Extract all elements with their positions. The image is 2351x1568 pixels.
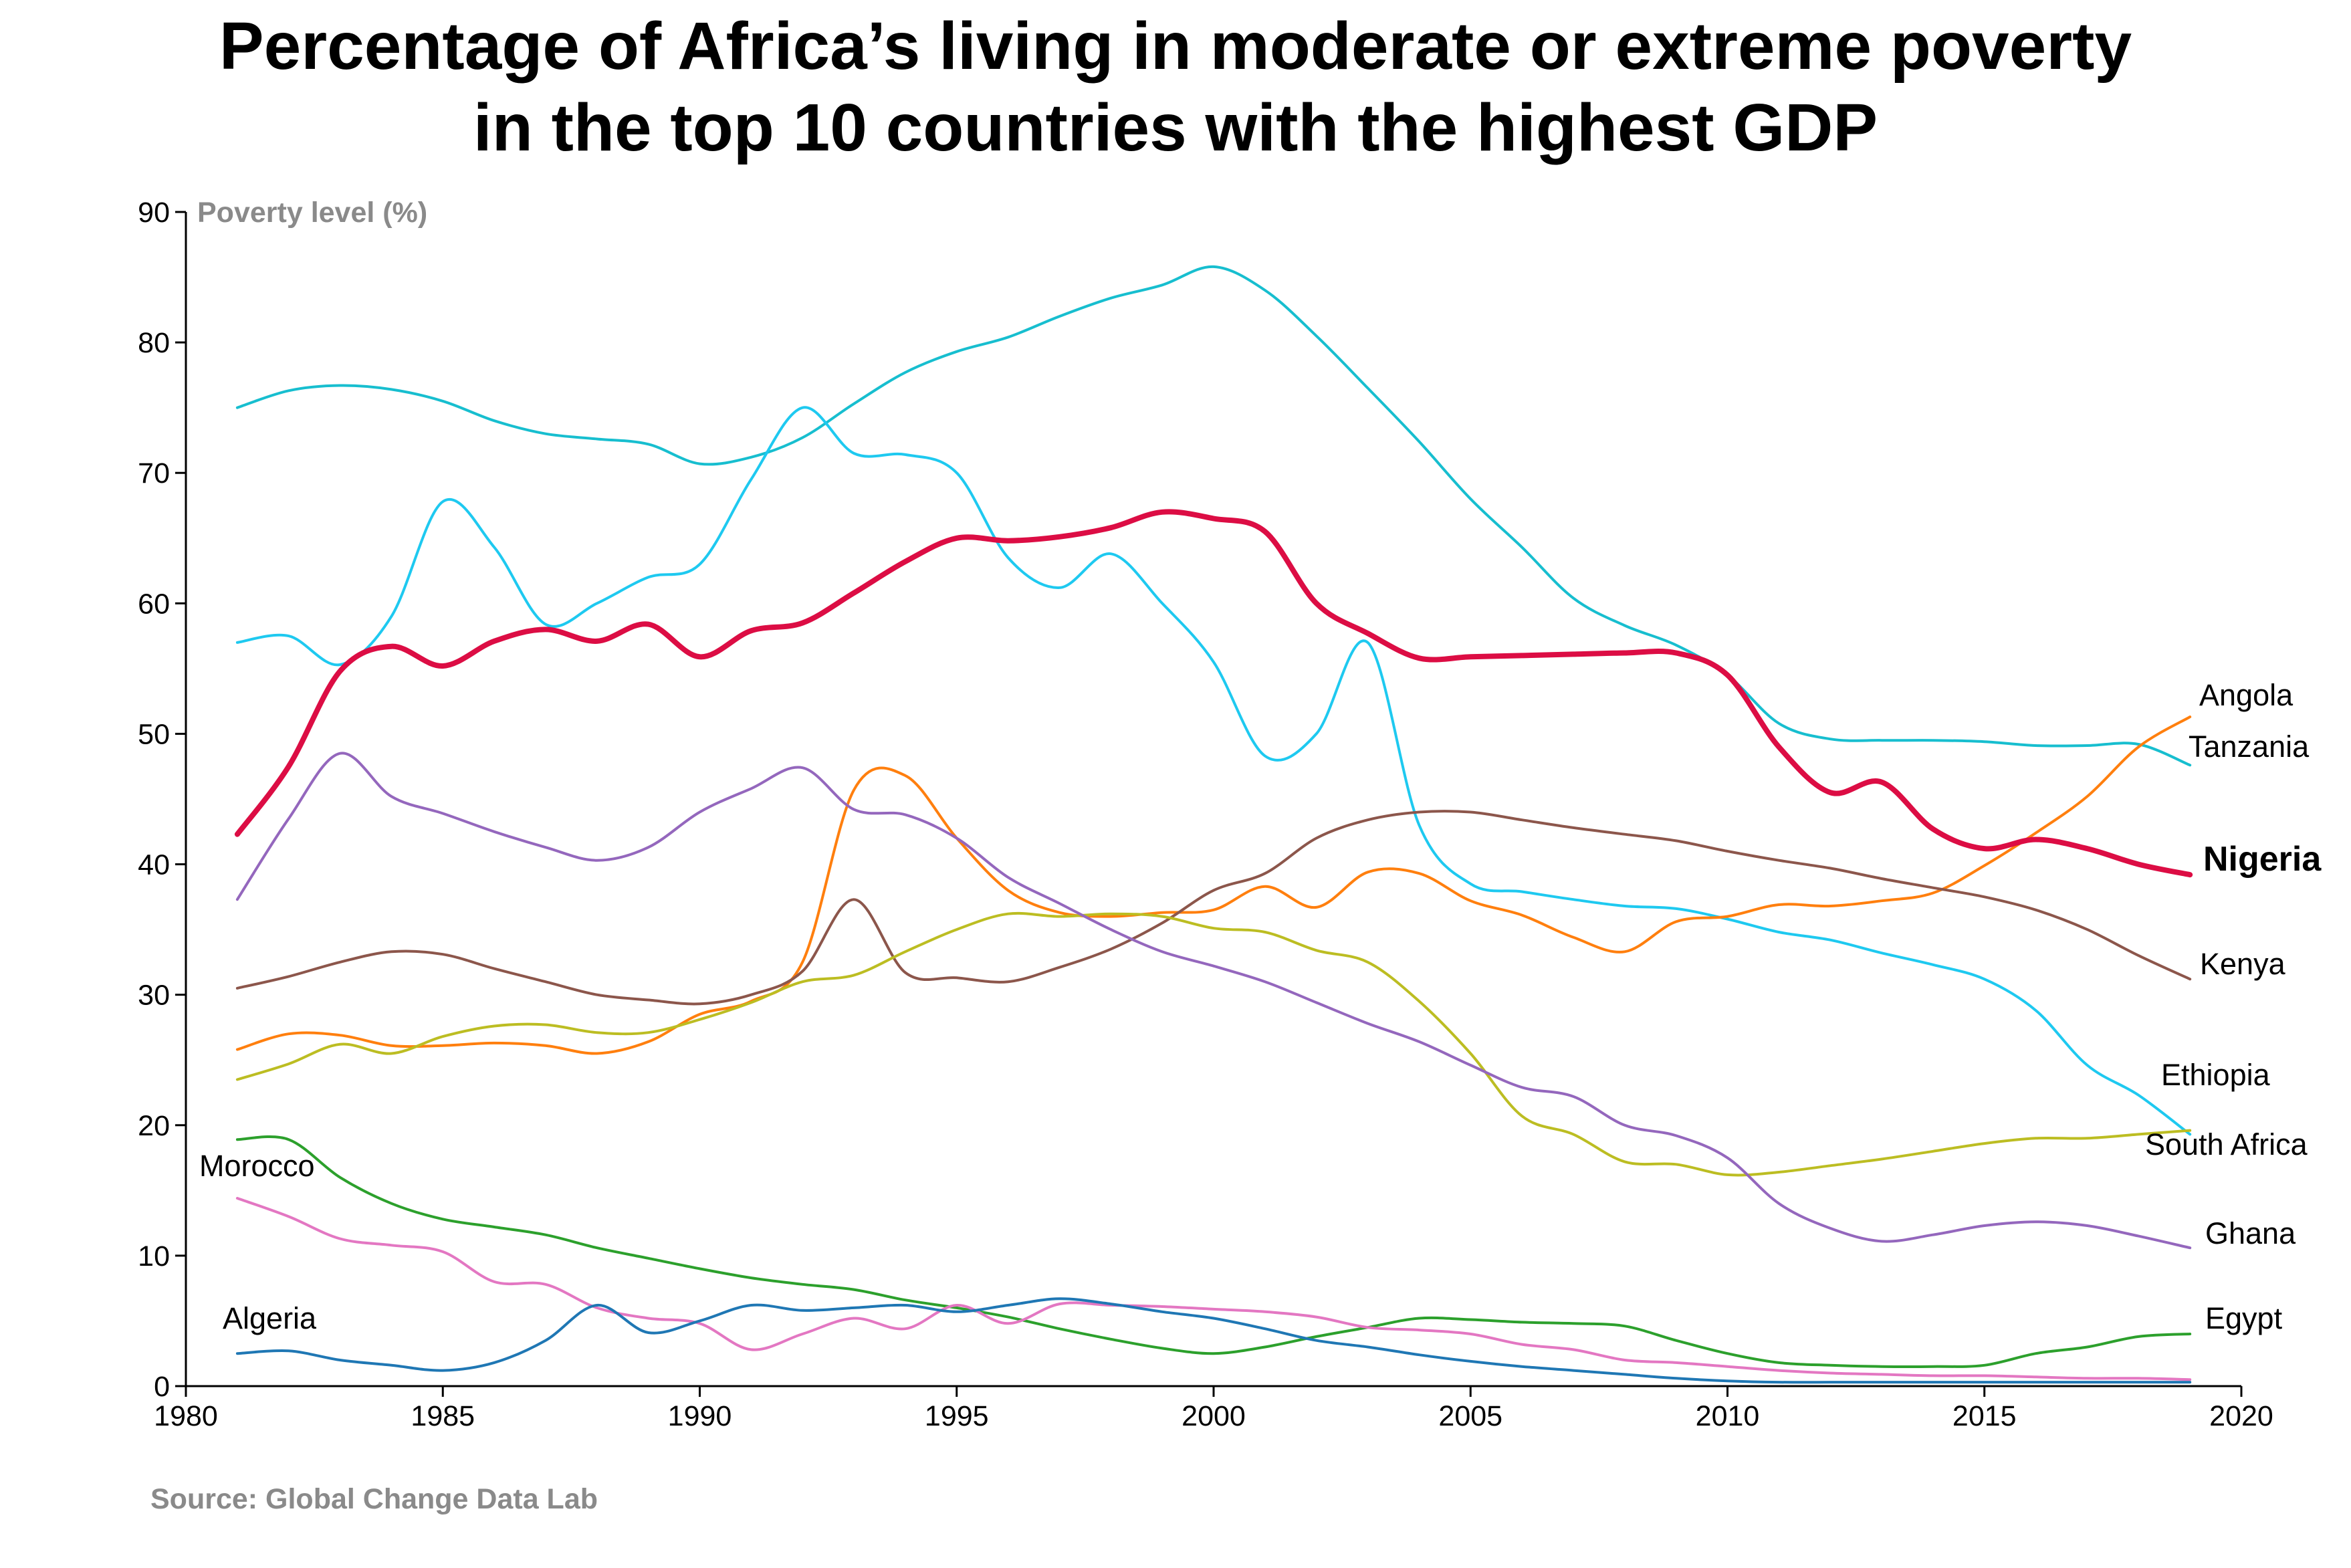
series-line-egypt (235, 1135, 2192, 1368)
y-tick-label: 70 (138, 457, 170, 489)
series-label-algeria: Algeria (223, 1301, 317, 1335)
series-lines (234, 265, 2193, 1384)
x-tick-label: 1985 (411, 1400, 475, 1432)
series-label-tanzania: Tanzania (2189, 730, 2310, 764)
axes: 1980 1985 1990 1995 2000 2005 2010 2015 2020 0 10 2… (138, 197, 2273, 1432)
chart-title-line-1: Percentage of Africa’s living in moderat… (219, 9, 2132, 84)
chart-title-line-2: in the top 10 countries with the highest… (473, 90, 1878, 165)
y-tick-label: 10 (138, 1240, 170, 1272)
series-line-ghana (235, 752, 2192, 1250)
y-tick-label: 30 (138, 980, 170, 1012)
series-label-ethiopia: Ethiopia (2161, 1058, 2271, 1092)
series-label-nigeria: Nigeria (2203, 840, 2322, 879)
series-line-south-africa (235, 911, 2192, 1177)
y-tick-label: 50 (138, 718, 170, 750)
y-tick-label: 90 (138, 197, 170, 229)
source-note: Source: Global Change Data Lab (150, 1483, 598, 1515)
series-labels: Tanzania Ethiopia Nigeria Angola Kenya South … (199, 678, 2322, 1335)
series-line-kenya (235, 810, 2192, 1006)
x-tick-label: 1980 (154, 1400, 218, 1432)
series-line-ethiopia (235, 406, 2192, 1136)
x-tick-label: 2005 (1438, 1400, 1502, 1432)
y-tick-label: 40 (138, 849, 170, 881)
x-tick-label: 2000 (1182, 1400, 1246, 1432)
series-label-egypt: Egypt (2205, 1301, 2283, 1335)
series-line-morocco (235, 1197, 2192, 1381)
series-line-algeria (235, 1297, 2192, 1384)
x-tick-label: 2015 (1952, 1400, 2017, 1432)
series-line-nigeria (234, 509, 2193, 878)
series-line-angola (235, 715, 2192, 1055)
x-tick-label: 1995 (925, 1400, 989, 1432)
y-tick-label: 60 (138, 588, 170, 620)
series-label-ghana: Ghana (2205, 1216, 2296, 1250)
series-label-south-africa: South Africa (2145, 1127, 2308, 1161)
y-tick-label: 80 (138, 327, 170, 359)
x-tick-label: 2010 (1696, 1400, 1760, 1432)
series-label-kenya: Kenya (2200, 947, 2286, 981)
x-tick-label: 1990 (668, 1400, 732, 1432)
y-tick-label: 0 (154, 1371, 170, 1403)
series-label-angola: Angola (2199, 678, 2293, 712)
y-axis-label: Poverty level (%) (197, 197, 427, 229)
series-label-morocco: Morocco (199, 1149, 315, 1183)
series-line-tanzania (235, 265, 2192, 767)
y-tick-label: 20 (138, 1110, 170, 1142)
x-tick-label: 2020 (2209, 1400, 2273, 1432)
